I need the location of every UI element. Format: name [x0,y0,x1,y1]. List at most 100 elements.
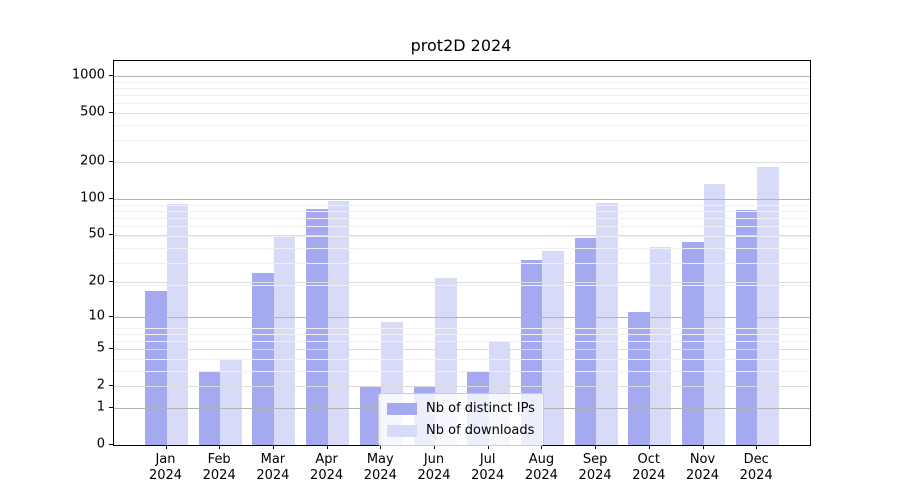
bar-mar-s1 [273,237,296,445]
x-tick-mark [702,445,704,449]
y-tick-label: 50 [88,226,105,242]
x-tick-label-year: 2024 [148,468,183,484]
chart-title: prot2D 2024 [410,36,512,55]
y-tick-label: 200 [80,153,105,169]
x-tick-label-year: 2024 [417,468,451,484]
legend-item: Nb of distinct IPs [387,399,535,418]
x-tick-label: Jun 2024 [402,452,466,485]
bar-oct-s1 [649,246,672,445]
bar-aug-s1 [542,250,564,445]
y-tick-mark [109,74,113,76]
x-tick-label-year: 2024 [685,468,720,484]
x-tick-label: Feb 2024 [187,452,251,485]
legend-item: Nb of downloads [387,421,535,440]
x-tick-mark [487,445,489,449]
bar-feb-s1 [220,359,242,445]
x-tick-label: Jul 2024 [456,452,520,485]
x-tick-label: Sep 2024 [563,452,627,485]
gridline-minor [114,333,810,335]
bar-nov-s1 [703,183,725,445]
x-tick-label-year: 2024 [524,468,558,484]
y-tick-mark [109,315,113,317]
bar-oct-s0 [628,312,650,445]
x-tick-mark [272,445,274,449]
x-tick-label-year: 2024 [578,468,612,484]
y-tick-mark [109,111,113,113]
x-tick-label-year: 2024 [202,468,236,484]
gridline [114,386,810,388]
x-tick-mark [541,445,543,449]
gridline-minor [114,285,810,286]
y-tick-label: 1 [96,399,105,415]
gridline-minor [114,370,810,372]
gridline-minor [114,124,810,126]
gridline-minor [114,226,810,228]
gridline-minor [114,103,810,105]
legend-swatch [387,402,417,415]
x-tick-label: Oct 2024 [617,452,681,485]
y-tick-mark [109,444,113,445]
y-tick-label: 500 [80,104,105,120]
bar-apr-s0 [306,209,328,445]
x-tick-label-year: 2024 [632,468,666,484]
gridline-minor [114,327,810,329]
x-tick-mark [326,445,328,449]
gridline-minor [114,359,810,360]
gridline [114,112,810,114]
y-tick-label: 1000 [71,67,105,83]
x-tick-label: Dec 2024 [724,452,788,485]
x-tick-label: Aug 2024 [509,452,573,485]
gridline-minor [114,210,810,212]
bar-may-s0 [359,386,382,445]
gridline-minor [114,95,810,97]
legend-label: Nb of distinct IPs [426,401,535,416]
gridline-minor [114,204,810,206]
y-tick-mark [109,234,113,235]
gridline [114,198,810,200]
x-tick-label: Apr 2024 [295,452,359,485]
x-tick-label-year: 2024 [363,468,397,484]
x-tick-mark [648,445,650,449]
y-tick-label: 100 [80,190,105,205]
y-tick-label: 5 [96,340,105,356]
gridline-minor [114,218,810,220]
y-tick-mark [109,348,113,350]
y-tick-mark [109,197,113,199]
y-tick-mark [109,281,113,283]
y-tick-label: 0 [96,436,105,452]
gridline [114,235,810,236]
legend-swatch [387,424,417,437]
x-tick-label: Nov 2024 [671,452,735,485]
x-tick-label-year: 2024 [256,468,290,484]
x-tick-label-year: 2024 [471,468,505,484]
gridline-minor [114,247,810,249]
x-tick-mark [595,445,597,449]
gridline-minor [114,81,810,83]
x-tick-mark [165,445,167,449]
gridline [114,349,810,351]
x-tick-mark [756,445,758,449]
gridline-minor [114,140,810,142]
x-tick-label: May 2024 [348,452,412,485]
x-tick-label-year: 2024 [310,468,344,484]
gridline [114,316,810,318]
x-tick-mark [219,445,221,449]
x-tick-label: Mar 2024 [241,452,305,485]
bar-feb-s0 [198,370,221,445]
gridline-minor [114,341,810,343]
x-tick-label-year: 2024 [739,468,773,484]
gridline [114,282,810,284]
y-tick-label: 20 [88,273,105,289]
y-tick-mark [109,407,113,408]
bar-nov-s0 [682,241,704,445]
legend-label: Nb of downloads [426,423,535,438]
bar-dec-s1 [757,167,779,445]
gridline-minor [114,87,810,89]
bar-jan-s0 [145,290,167,445]
x-tick-mark [434,445,435,449]
gridline [114,161,810,163]
gridline [114,75,810,77]
y-tick-mark [109,160,113,162]
gridline-minor [114,263,810,265]
